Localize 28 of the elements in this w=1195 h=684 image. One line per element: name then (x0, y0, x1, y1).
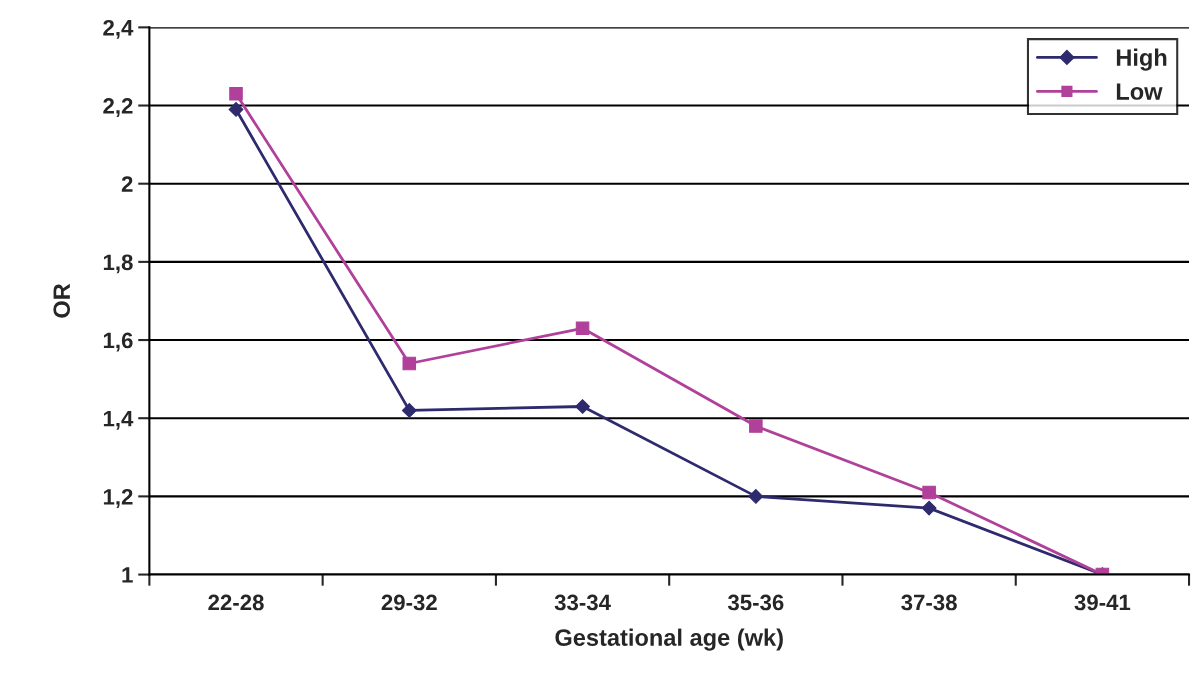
legend-label: High (1116, 48, 1167, 71)
y-tick-label: 1,2 (103, 488, 133, 508)
legend-label: Low (1116, 83, 1163, 100)
y-tick-label: 1,6 (103, 332, 133, 352)
point (921, 500, 937, 516)
point (402, 356, 417, 371)
x-tick-label: 22-28 (208, 594, 264, 611)
point (749, 419, 763, 433)
point (575, 399, 590, 414)
y-tick-label: 2 (121, 176, 133, 192)
y-tick-label: 2,4 (103, 19, 134, 39)
x-tick-label: 39-41 (1074, 594, 1131, 611)
point (228, 102, 244, 117)
x-tick-label: 29-32 (381, 594, 437, 611)
y-tick-label: 2,2 (103, 98, 133, 118)
x-tick-label: 37-38 (901, 594, 957, 611)
point (575, 321, 590, 336)
point (401, 403, 417, 418)
point (922, 485, 936, 500)
x-tick-label: 33-34 (554, 594, 611, 611)
x-axis-title: Gestational age (wk) (555, 628, 783, 651)
y-tick-label: 1,8 (103, 254, 133, 274)
y-axis-title: OR (53, 283, 71, 318)
y-tick-label: 1,4 (103, 410, 134, 430)
y-tick-label: 1 (122, 567, 133, 583)
x-tick-label: 35-36 (727, 594, 784, 611)
point (748, 488, 764, 504)
point (229, 87, 243, 101)
